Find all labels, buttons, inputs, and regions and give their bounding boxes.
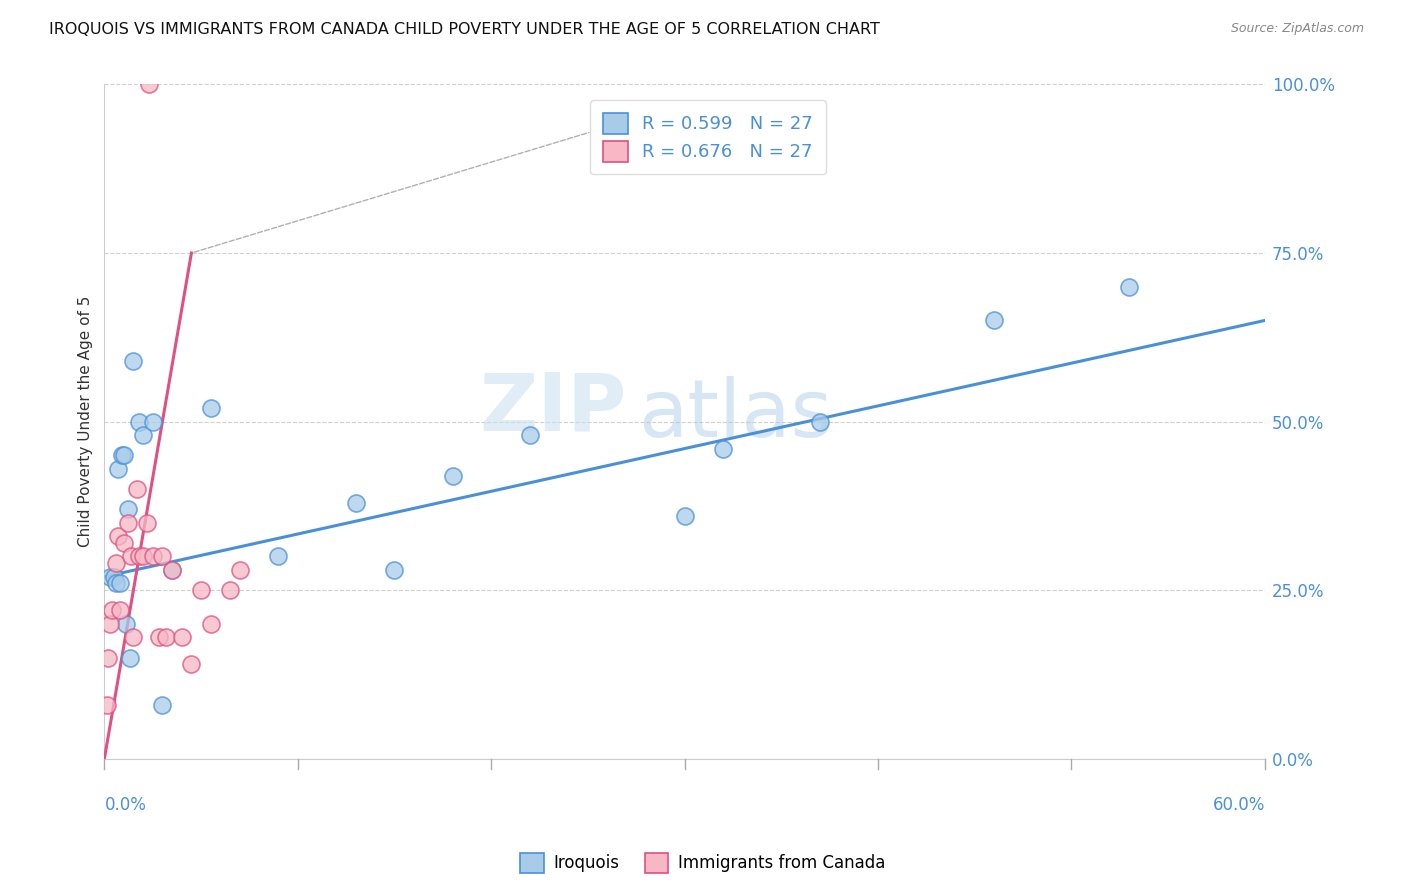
Point: [180, 657, 202, 672]
Point: [98, 570, 121, 584]
Point: [104, 576, 127, 591]
Point: [148, 631, 170, 645]
Point: [111, 448, 134, 462]
Point: [519, 428, 541, 442]
Point: [1118, 279, 1140, 293]
Point: [112, 536, 135, 550]
Text: 60.0%: 60.0%: [1212, 796, 1265, 814]
Legend: Iroquois, Immigrants from Canada: Iroquois, Immigrants from Canada: [513, 847, 893, 880]
Point: [267, 549, 290, 564]
Point: [108, 576, 131, 591]
Point: [128, 415, 150, 429]
Point: [155, 631, 177, 645]
Point: [122, 354, 145, 368]
Point: [104, 556, 127, 570]
Point: [190, 583, 212, 598]
Point: [107, 462, 129, 476]
Point: [112, 448, 135, 462]
Point: [200, 401, 222, 416]
Point: [97, 650, 120, 665]
Point: [120, 549, 142, 564]
Point: [136, 516, 159, 530]
Point: [128, 549, 150, 564]
Point: [96, 698, 118, 712]
Point: [983, 313, 1005, 327]
Point: [107, 529, 129, 543]
Point: [122, 631, 145, 645]
Point: [127, 482, 149, 496]
Text: Source: ZipAtlas.com: Source: ZipAtlas.com: [1230, 22, 1364, 36]
Point: [152, 698, 174, 712]
Text: atlas: atlas: [638, 376, 832, 454]
Point: [132, 549, 155, 564]
Point: [117, 516, 139, 530]
Legend: R = 0.599   N = 27, R = 0.676   N = 27: R = 0.599 N = 27, R = 0.676 N = 27: [591, 100, 825, 175]
Point: [384, 563, 406, 577]
Point: [170, 631, 193, 645]
Text: 0.0%: 0.0%: [104, 796, 146, 814]
Point: [117, 502, 139, 516]
Point: [132, 428, 155, 442]
Point: [152, 549, 174, 564]
Point: [219, 583, 242, 598]
Point: [441, 468, 464, 483]
Point: [160, 563, 183, 577]
Point: [142, 415, 165, 429]
Point: [103, 570, 125, 584]
Point: [142, 549, 165, 564]
Point: [808, 415, 831, 429]
Point: [108, 603, 131, 617]
Point: [101, 603, 124, 617]
Y-axis label: Child Poverty Under the Age of 5: Child Poverty Under the Age of 5: [79, 296, 93, 548]
Point: [138, 78, 160, 92]
Point: [98, 616, 121, 631]
Point: [229, 563, 252, 577]
Point: [114, 616, 136, 631]
Point: [344, 495, 367, 509]
Point: [673, 508, 696, 523]
Text: ZIP: ZIP: [479, 369, 627, 447]
Point: [711, 442, 734, 456]
Point: [160, 563, 183, 577]
Point: [200, 616, 222, 631]
Point: [118, 650, 141, 665]
Text: IROQUOIS VS IMMIGRANTS FROM CANADA CHILD POVERTY UNDER THE AGE OF 5 CORRELATION : IROQUOIS VS IMMIGRANTS FROM CANADA CHILD…: [49, 22, 880, 37]
